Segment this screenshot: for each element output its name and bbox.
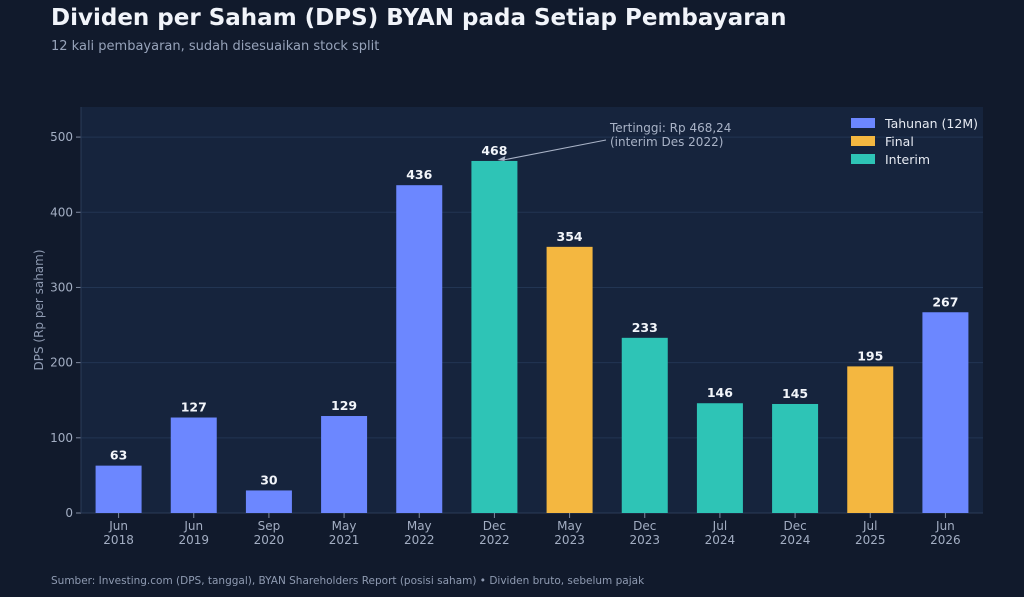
x-tick-label: Sep	[258, 519, 281, 533]
bar	[170, 417, 217, 513]
data-label: 146	[707, 385, 733, 400]
plot-area	[81, 107, 983, 513]
annotation-arrowhead	[497, 155, 506, 161]
data-label: 233	[632, 320, 658, 335]
data-label: 30	[260, 472, 278, 487]
data-label: 63	[110, 448, 127, 463]
legend-label: Tahunan (12M)	[884, 116, 978, 131]
data-label: 468	[481, 143, 507, 158]
source-note: Sumber: Investing.com (DPS, tanggal), BY…	[51, 575, 645, 587]
x-tick-label: 2022	[404, 533, 435, 547]
data-label: 436	[406, 167, 432, 182]
x-tick-label: 2021	[329, 533, 360, 547]
bar	[471, 160, 518, 514]
bar	[772, 403, 819, 513]
bar	[95, 465, 142, 513]
x-tick-label: 2026	[930, 533, 961, 547]
x-tick-label: May	[332, 519, 357, 533]
x-tick-label: Dec	[483, 519, 506, 533]
y-tick-label: 0	[65, 506, 73, 520]
x-tick-label: Jul	[712, 519, 727, 533]
bar	[396, 185, 443, 513]
x-tick-label: 2022	[479, 533, 510, 547]
data-label: 129	[331, 398, 357, 413]
x-tick-label: Dec	[783, 519, 806, 533]
data-label: 195	[857, 348, 883, 363]
y-axis-label: DPS (Rp per saham)	[32, 249, 46, 370]
x-tick-label: May	[407, 519, 432, 533]
chart-title: Dividen per Saham (DPS) BYAN pada Setiap…	[51, 5, 787, 31]
x-tick-label: 2023	[629, 533, 660, 547]
x-tick-label: 2020	[254, 533, 285, 547]
x-tick-label: 2024	[705, 533, 736, 547]
legend-label: Final	[885, 134, 914, 149]
y-tick-label: 400	[50, 205, 73, 219]
bar	[546, 246, 593, 513]
data-label: 267	[932, 294, 958, 309]
legend-label: Interim	[885, 152, 930, 167]
chart-subtitle: 12 kali pembayaran, sudah disesuaikan st…	[51, 39, 380, 54]
bar	[696, 403, 743, 513]
annotation-arrow	[503, 139, 607, 161]
x-tick-label: 2024	[780, 533, 811, 547]
y-tick-label: 300	[50, 280, 73, 294]
x-tick-label: May	[557, 519, 582, 533]
y-tick-label: 500	[50, 130, 73, 144]
y-tick-label: 200	[50, 356, 73, 370]
bar	[847, 366, 894, 513]
legend-swatch	[851, 118, 875, 128]
data-label: 127	[181, 400, 207, 415]
x-tick-label: 2023	[554, 533, 585, 547]
bar	[321, 416, 368, 513]
x-tick-label: 2018	[103, 533, 134, 547]
data-label: 354	[557, 229, 583, 244]
x-tick-label: Jun	[935, 519, 955, 533]
annotation-text: (interim Des 2022)	[610, 135, 723, 149]
bar	[621, 337, 668, 513]
bar	[245, 490, 292, 513]
data-label: 145	[782, 386, 808, 401]
bar	[922, 312, 969, 513]
x-tick-label: 2025	[855, 533, 886, 547]
x-tick-label: 2019	[178, 533, 209, 547]
annotation-text: Tertinggi: Rp 468,24	[609, 121, 731, 135]
legend-swatch	[851, 154, 875, 164]
x-tick-label: Jun	[183, 519, 203, 533]
x-tick-label: Jun	[108, 519, 128, 533]
y-tick-label: 100	[50, 431, 73, 445]
x-tick-label: Dec	[633, 519, 656, 533]
x-tick-label: Jul	[862, 519, 877, 533]
legend-swatch	[851, 136, 875, 146]
